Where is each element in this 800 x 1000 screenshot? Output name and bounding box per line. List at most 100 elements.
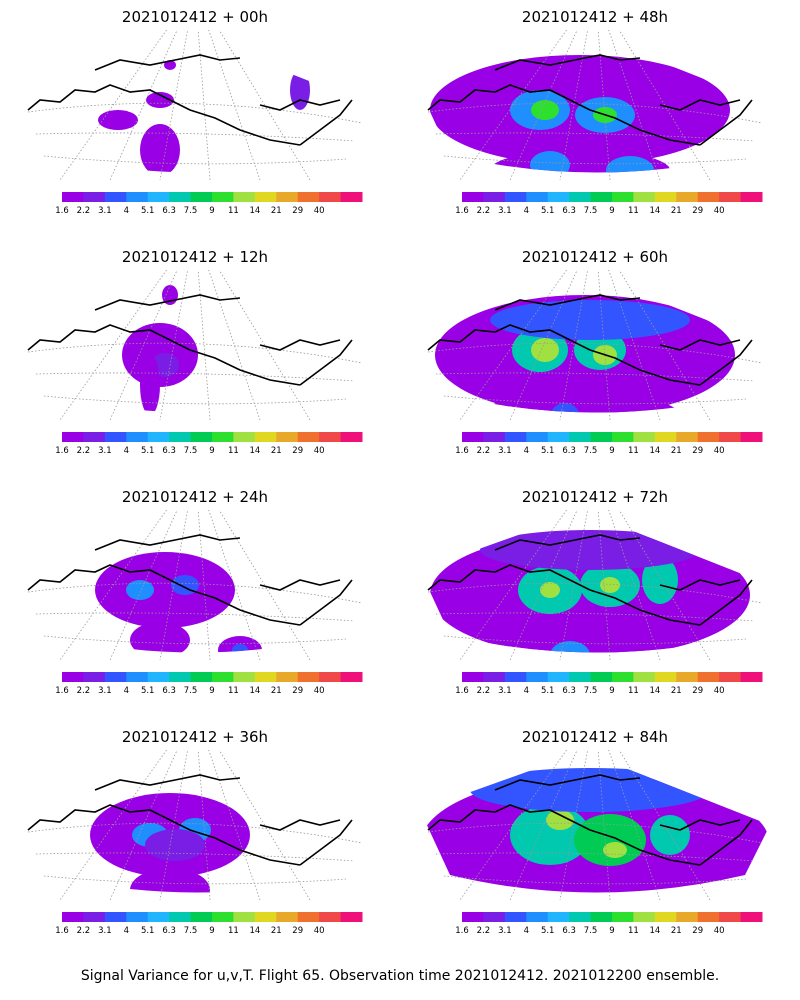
colorbar-swatch: [612, 192, 634, 202]
latitude-line: [435, 372, 755, 382]
colorbar-swatch: [526, 672, 549, 682]
colorbar-label: 21: [671, 446, 682, 456]
colorbar-label: 3.1: [498, 446, 512, 456]
colorbar-label: 9: [209, 686, 214, 696]
colorbar-swatch: [254, 432, 277, 442]
colorbar-swatch: [697, 672, 720, 682]
colorbar-swatch: [590, 912, 613, 922]
colorbar-swatch: [633, 912, 656, 922]
colorbar-swatch: [740, 672, 763, 682]
latitude-line: [443, 155, 747, 165]
colorbar-label: 6.3: [562, 926, 576, 936]
colorbar-swatch: [547, 432, 570, 442]
colorbar-label: 2.2: [477, 206, 491, 216]
colorbar-label: 14: [249, 446, 260, 456]
colorbar-swatch: [654, 192, 677, 202]
coastline-path: [299, 819, 353, 866]
map-panel: 2021012412 + 00h 1.6 2.2 3.1 4 5.1 6.3 7.5 9 11 14…: [0, 0, 390, 240]
panel-title: 2021012412 + 36h: [121, 728, 269, 746]
colorbar-label: 11: [628, 926, 639, 936]
colorbar-swatch: [104, 672, 127, 682]
colorbar-label: 40: [314, 686, 325, 696]
colorbar-label: 3.1: [98, 926, 112, 936]
colorbar-swatch: [190, 672, 213, 682]
colorbar-label: 14: [649, 926, 660, 936]
longitude-line: [459, 750, 568, 901]
colorbar-label: 6.3: [562, 206, 576, 216]
colorbar-label: 3.1: [498, 686, 512, 696]
colorbar-label: 4: [124, 926, 129, 936]
colorbar-swatch: [569, 432, 592, 442]
colorbar-label: 14: [249, 926, 260, 936]
colorbar-label: 40: [314, 206, 325, 216]
variance-contour: [130, 868, 210, 893]
polar-map: [27, 510, 363, 661]
colorbar-label: 3.1: [98, 206, 112, 216]
colorbar-label: 40: [714, 686, 725, 696]
colorbar-swatch: [254, 912, 277, 922]
colorbar-label: 1.6: [455, 926, 469, 936]
coastline-path: [259, 99, 341, 111]
latitude-line: [27, 102, 363, 124]
colorbar-label: 40: [314, 926, 325, 936]
colorbar-swatch: [483, 912, 506, 922]
variance-contour: [140, 355, 160, 413]
colorbar-label: 29: [692, 206, 703, 216]
graticule: [427, 270, 763, 421]
colorbar-swatch: [169, 432, 192, 442]
colorbar-swatch: [740, 432, 763, 442]
latitude-line: [35, 132, 355, 142]
colorbar-swatch: [547, 912, 570, 922]
colorbar-label: 7.5: [584, 686, 598, 696]
variance-contour: [232, 644, 248, 653]
colorbar-label: 6.3: [162, 446, 176, 456]
longitude-line: [197, 510, 211, 661]
colorbar-swatch: [104, 912, 127, 922]
variance-field: [95, 552, 262, 653]
longitude-line: [459, 510, 568, 661]
colorbar-swatch: [590, 672, 613, 682]
colorbar-swatch: [212, 912, 234, 922]
coastline-path: [27, 324, 301, 386]
variance-contour: [95, 552, 235, 628]
colorbar-label: 6.3: [562, 446, 576, 456]
longitude-line: [597, 750, 611, 901]
panel-title: 2021012412 + 48h: [521, 8, 669, 26]
latitude-line: [43, 155, 347, 165]
colorbar-swatch: [526, 912, 549, 922]
polar-map: [27, 270, 363, 430]
coastline-path: [494, 54, 641, 71]
colorbar-swatch: [147, 912, 170, 922]
colorbar-label: 5.1: [541, 446, 555, 456]
colorbar-swatch: [190, 432, 213, 442]
colorbar-label: 6.3: [162, 686, 176, 696]
colorbar-swatch: [569, 672, 592, 682]
graticule: [27, 750, 363, 901]
colorbar-swatch: [462, 912, 484, 922]
variance-contour: [531, 100, 559, 120]
colorbar-swatch: [254, 192, 277, 202]
latitude-line: [443, 635, 747, 645]
graticule: [27, 270, 363, 421]
longitude-line: [59, 510, 168, 661]
polar-map: [420, 750, 770, 901]
latitude-line: [435, 132, 755, 142]
coastline-path: [299, 579, 353, 626]
map-panel: 2021012412 + 12h 1.6 2.2 3.1 4 5.1 6.3 7.5 9 11 14…: [0, 240, 390, 480]
coastline-path: [659, 339, 741, 351]
colorbar-label: 9: [209, 926, 214, 936]
colorbar-label: 1.6: [455, 686, 469, 696]
latitude-line: [27, 342, 363, 364]
colorbar-label: 21: [271, 686, 282, 696]
colorbar-swatch: [612, 672, 634, 682]
variance-contour: [226, 422, 254, 430]
colorbar-label: 3.1: [498, 206, 512, 216]
colorbar-swatch: [83, 912, 106, 922]
colorbar-label: 21: [271, 206, 282, 216]
coastline-path: [659, 579, 741, 591]
colorbar-label: 1.6: [455, 206, 469, 216]
longitude-line: [459, 30, 568, 181]
colorbar-swatch: [654, 432, 677, 442]
latitude-line: [435, 852, 755, 862]
coastline-path: [94, 294, 241, 311]
